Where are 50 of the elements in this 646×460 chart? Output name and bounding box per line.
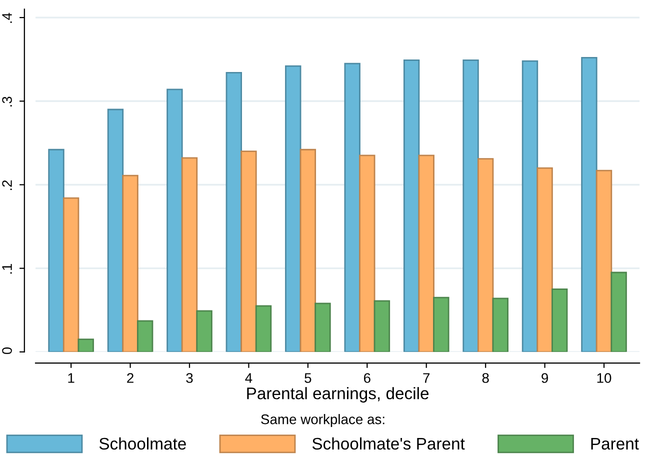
x-tick-label: 7 xyxy=(423,373,430,383)
legend-label: Schoolmate xyxy=(99,437,186,450)
bar xyxy=(62,197,80,352)
bar xyxy=(78,338,94,352)
y-tick-label: .2 xyxy=(2,180,12,190)
x-tick-label: 5 xyxy=(304,373,312,383)
bar xyxy=(48,148,64,352)
bar xyxy=(107,108,124,352)
bar xyxy=(285,65,302,352)
bar xyxy=(255,305,272,352)
x-tick-label: 4 xyxy=(245,373,252,383)
bar xyxy=(359,154,376,352)
bar xyxy=(300,148,316,352)
bar xyxy=(181,157,198,352)
bar xyxy=(462,59,479,352)
y-tick-label: .3 xyxy=(2,96,12,106)
bar xyxy=(536,167,553,352)
x-tick-label: 6 xyxy=(364,373,370,383)
legend-title: Same workplace as: xyxy=(261,414,384,427)
x-tick-label: 2 xyxy=(127,373,134,383)
bar xyxy=(196,310,212,352)
bar xyxy=(344,62,360,352)
bar xyxy=(418,154,434,352)
x-axis-title: Parental earnings, decile xyxy=(247,387,429,403)
bar xyxy=(610,272,627,352)
bar xyxy=(374,300,390,352)
bar xyxy=(166,88,183,352)
bar xyxy=(226,72,242,352)
x-tick-label: 9 xyxy=(542,373,548,383)
x-tick-label: 10 xyxy=(597,373,612,383)
bar xyxy=(122,174,138,352)
bar xyxy=(240,150,257,352)
bar xyxy=(492,298,508,352)
y-tick-label: 0 xyxy=(2,347,12,354)
y-tick-label: .1 xyxy=(2,264,12,274)
bar xyxy=(136,320,154,352)
legend-label: Parent xyxy=(591,438,639,450)
bar xyxy=(581,56,598,352)
bar xyxy=(403,59,420,352)
x-tick-label: 1 xyxy=(68,373,74,383)
bar xyxy=(477,158,494,352)
bar xyxy=(314,302,331,352)
bar xyxy=(552,288,568,352)
y-tick-label: .4 xyxy=(2,12,12,23)
x-tick-label: 8 xyxy=(482,373,489,383)
x-tick-label: 3 xyxy=(186,373,193,383)
bar xyxy=(596,170,612,352)
bar xyxy=(433,296,450,352)
legend-label: Schoolmate's Parent xyxy=(312,437,465,450)
bar xyxy=(522,60,538,352)
